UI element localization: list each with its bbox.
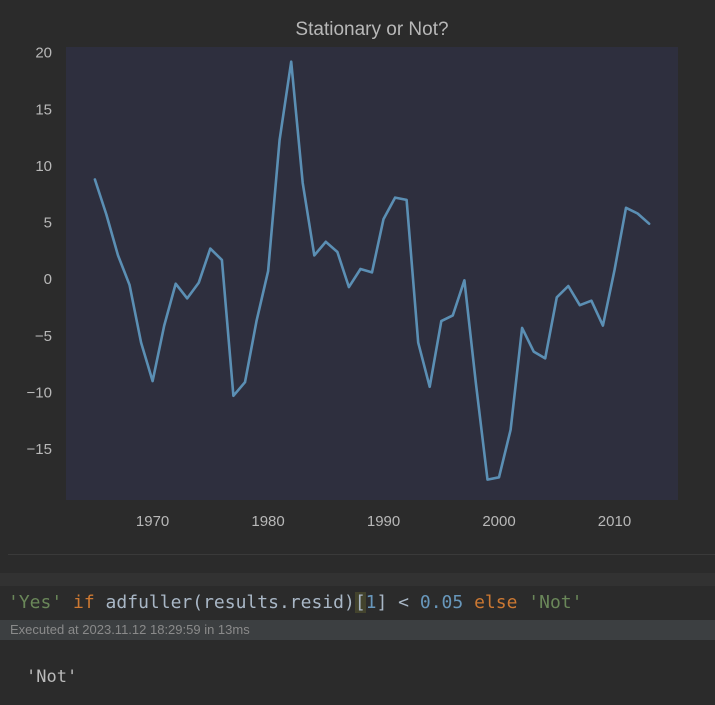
y-tick-label: −5 xyxy=(35,328,52,345)
code-token: else xyxy=(474,592,518,613)
output-value: 'Not' xyxy=(26,667,78,687)
chart-output: Stationary or Not? 20 15 10 5 0 −5 −10 −15 1970 19… xyxy=(26,19,678,530)
code-token: if xyxy=(73,592,95,613)
cell-gutter-bar xyxy=(0,573,715,586)
y-tick-label: 15 xyxy=(35,101,52,118)
x-tick-label: 1970 xyxy=(136,513,169,530)
code-token: 'Yes' xyxy=(8,592,63,613)
y-tick-label: −15 xyxy=(27,441,52,458)
x-tick-label: 1980 xyxy=(251,513,284,530)
code-token xyxy=(463,592,474,613)
code-token: adfuller(results.resid) xyxy=(94,592,355,613)
code-token xyxy=(517,592,528,613)
cell-output: 'Not' xyxy=(0,640,715,705)
code-token: ] xyxy=(376,592,388,613)
code-token: 0.05 xyxy=(419,592,464,613)
code-token: [ xyxy=(354,592,366,613)
series-line xyxy=(93,60,651,481)
x-tick-label: 1990 xyxy=(367,513,400,530)
y-tick-label: 0 xyxy=(44,271,52,288)
x-tick-label: 2010 xyxy=(598,513,631,530)
execution-status-bar: Executed at 2023.11.12 18:29:59 in 13ms xyxy=(0,620,715,640)
line-chart: Stationary or Not? 20 15 10 5 0 −5 −10 −15 1970 19… xyxy=(27,19,678,530)
code-token: 1 xyxy=(365,592,377,613)
chart-title: Stationary or Not? xyxy=(295,19,448,40)
code-token: < xyxy=(387,592,420,613)
code-cell[interactable]: 'Yes' if adfuller(results.resid)[1] < 0.… xyxy=(0,586,715,620)
y-tick-label: −10 xyxy=(27,384,52,401)
execution-status: Executed at 2023.11.12 18:29:59 in 13ms xyxy=(10,622,250,637)
code-token xyxy=(62,592,73,613)
y-tick-label: 20 xyxy=(35,45,52,62)
y-tick-label: 10 xyxy=(35,158,52,175)
code-line[interactable]: 'Yes' if adfuller(results.resid)[1] < 0.… xyxy=(8,586,582,620)
code-token: 'Not' xyxy=(528,592,583,613)
x-tick-label: 2000 xyxy=(482,513,515,530)
cell-separator xyxy=(8,554,715,555)
y-tick-label: 5 xyxy=(44,215,52,232)
